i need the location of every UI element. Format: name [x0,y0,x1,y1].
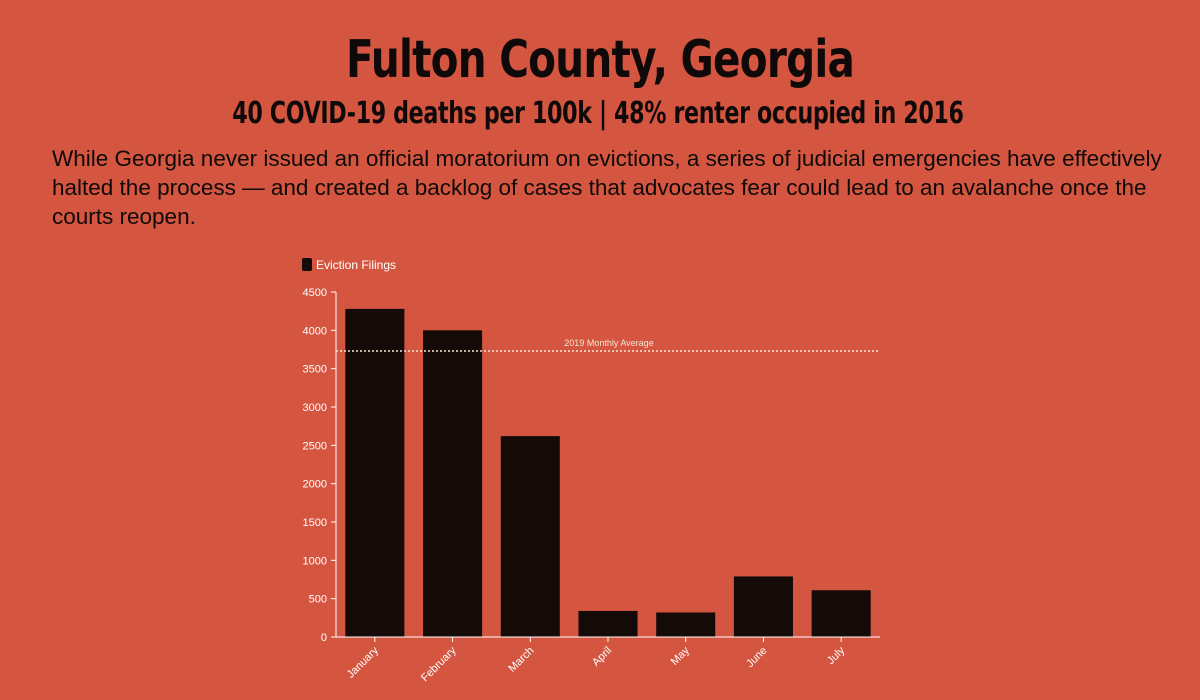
y-tick-label: 2500 [303,440,327,452]
y-tick-label: 4000 [303,325,327,337]
bars [345,308,871,637]
bar-february [423,330,483,637]
y-tick-label: 3500 [303,364,327,376]
y-tick-label: 500 [309,594,327,606]
reference-line-group: 2019 Monthly Average [336,338,880,352]
y-tick-label: 0 [321,632,327,644]
bar-june [733,576,793,637]
bar-january [345,308,405,637]
bar-may [656,612,716,637]
page-title: Fulton County, Georgia [345,30,855,90]
y-axis: 0 500 1000 1500 2000 2500 3000 3500 4000 4500 [303,287,337,644]
x-tick-label: February [419,644,459,684]
legend-label: Eviction Filings [316,258,396,272]
x-tick-label: May [669,644,693,668]
chart-legend[interactable]: Eviction Filings [302,258,396,272]
intro-paragraph: While Georgia never issued an official m… [52,146,1162,229]
x-tick-label: January [345,644,382,681]
x-tick-label: April [590,645,614,669]
bar-march [500,436,560,637]
page-subtitle: 40 COVID-19 deaths per 100k | 48% renter… [232,96,964,131]
y-tick-label: 2000 [303,479,327,491]
bar-april [578,610,638,637]
bar-july [811,590,871,637]
x-axis: January February March April May June July [336,636,880,684]
y-tick-label: 3000 [303,402,327,414]
x-tick-label: June [744,645,769,670]
y-tick-label: 1500 [303,517,327,529]
y-tick-label: 4500 [303,287,327,299]
x-tick-label: March [506,645,536,675]
reference-line-label: 2019 Monthly Average [564,338,653,348]
legend-swatch [302,258,312,271]
y-tick-label: 1000 [303,555,327,567]
x-tick-label: July [825,644,848,667]
